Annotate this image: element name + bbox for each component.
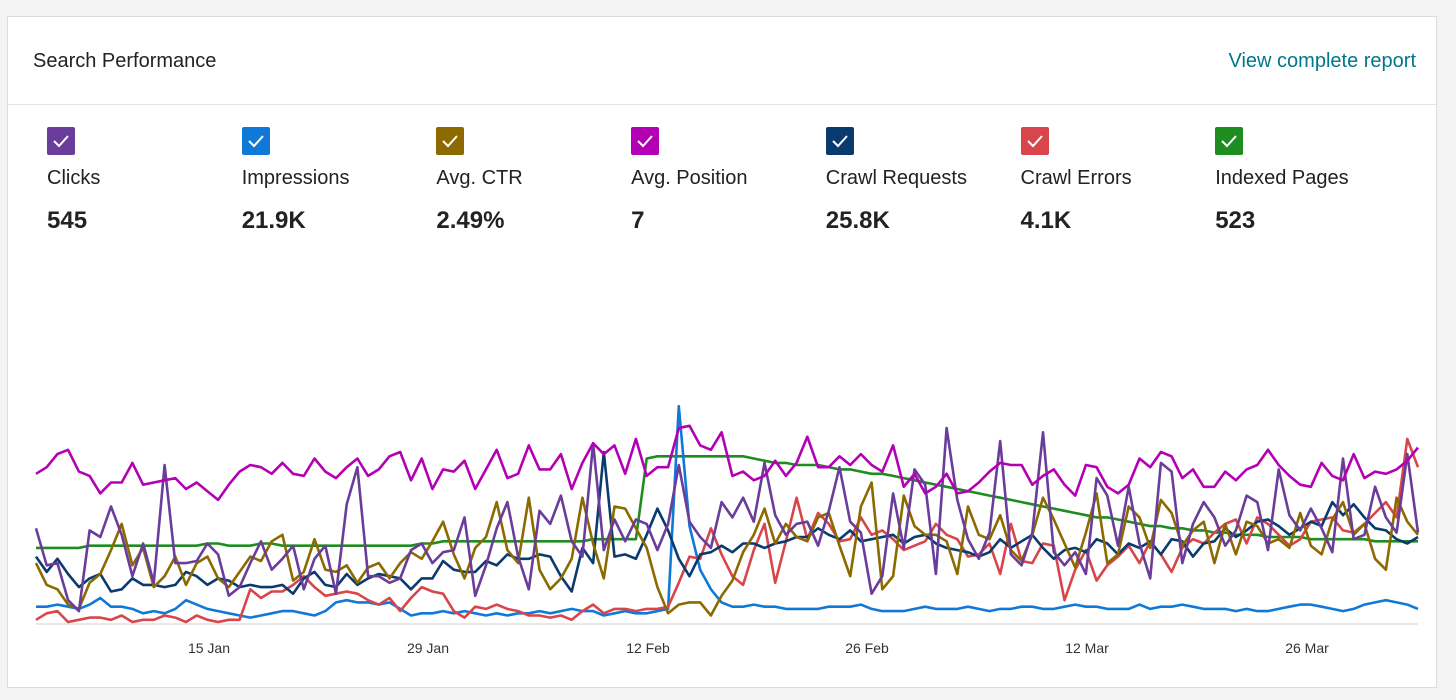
metric-avg-ctr: Avg. CTR 2.49% (436, 127, 626, 234)
metric-checkbox-crawl-errors[interactable] (1020, 127, 1049, 155)
metric-impressions: Impressions 21.9K (241, 127, 432, 234)
x-tick-label: 26 Feb (845, 640, 889, 656)
metric-value: 25.8K (825, 207, 890, 234)
metric-checkbox-avg-position[interactable] (631, 127, 660, 155)
metric-value: 523 (1215, 207, 1256, 234)
metric-value: 21.9K (241, 207, 306, 234)
metric-value: 4.1K (1020, 207, 1072, 234)
card-title: Search Performance (33, 50, 217, 72)
x-tick-label: 12 Mar (1065, 640, 1109, 656)
metric-checkbox-avg-ctr[interactable] (436, 127, 465, 155)
metric-checkbox-crawl-requests[interactable] (825, 127, 854, 155)
x-tick-label: 15 Jan (188, 640, 230, 656)
view-complete-report-link[interactable]: View complete report (1228, 50, 1417, 72)
checkmark-icon (247, 135, 264, 148)
metric-value: 7 (631, 207, 645, 234)
metric-avg-position: Avg. Position 7 (631, 127, 821, 234)
checkmark-icon (1026, 135, 1043, 148)
series-line-avg-ctr (34, 481, 1420, 617)
metric-clicks: Clicks 545 (47, 127, 237, 234)
metric-label: Impressions (241, 167, 350, 189)
x-tick-label: 29 Jan (407, 640, 449, 656)
checkmark-icon (1221, 135, 1237, 148)
series-line-impressions (36, 404, 1419, 619)
series-line-clicks (34, 426, 1420, 613)
metric-label: Indexed Pages (1215, 167, 1349, 189)
x-tick-label: 26 Mar (1285, 640, 1329, 656)
card-header: Search Performance View complete report (8, 17, 1436, 105)
x-tick-label: 12 Feb (626, 640, 670, 656)
metric-label: Crawl Requests (825, 167, 967, 189)
line-chart: 15 Jan 29 Jan 12 Feb 26 Feb 12 Mar 26 Mar (34, 404, 1420, 656)
metric-checkbox-clicks[interactable] (47, 127, 75, 155)
metric-label: Avg. CTR (436, 167, 523, 189)
series-line-avg-position (35, 424, 1420, 502)
metric-label: Crawl Errors (1020, 167, 1132, 189)
checkmark-icon (637, 135, 653, 148)
metric-value: 545 (47, 207, 88, 234)
checkmark-icon (53, 135, 69, 148)
metric-indexed-pages: Indexed Pages 523 (1215, 127, 1405, 234)
metric-crawl-requests: Crawl Requests 25.8K (825, 127, 1016, 234)
series-line-crawl-requests (34, 450, 1419, 595)
metric-label: Avg. Position (631, 167, 748, 189)
checkmark-icon (832, 135, 848, 148)
metric-checkbox-impressions[interactable] (241, 127, 270, 155)
metric-value: 2.49% (436, 207, 505, 234)
metric-checkbox-indexed-pages[interactable] (1215, 127, 1244, 155)
checkmark-icon (442, 135, 459, 148)
series-line-crawl-errors (35, 437, 1420, 624)
metric-label: Clicks (47, 167, 101, 189)
metric-crawl-errors: Crawl Errors 4.1K (1020, 127, 1211, 234)
